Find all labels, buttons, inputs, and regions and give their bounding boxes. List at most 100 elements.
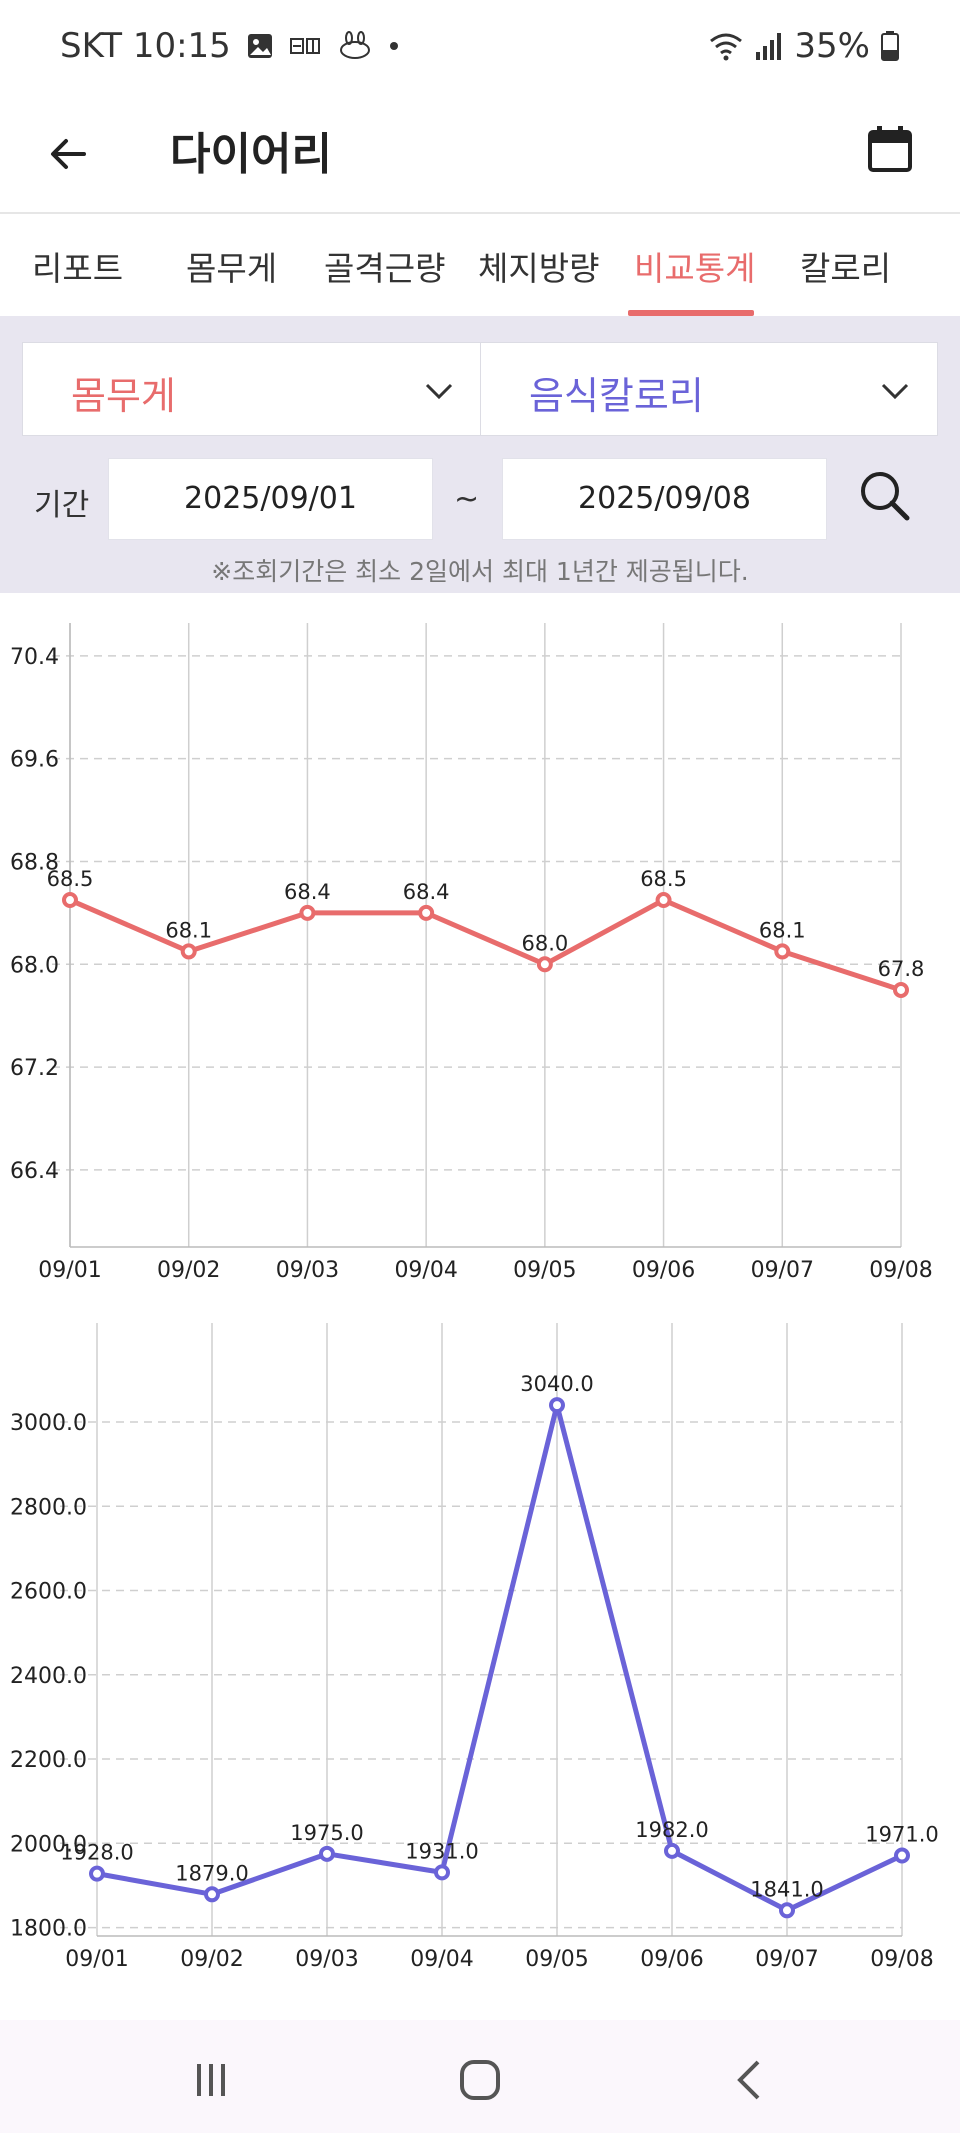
tab-compare-stats[interactable]: 비교통계 [634,249,756,288]
period-label: 기간 [34,488,90,523]
series-line [96,1402,904,1913]
x-tick-label: 09/07 [751,1258,814,1283]
y-tick-label: 67.2 [10,1056,59,1081]
tab-calorie[interactable]: 칼로리 [800,249,892,288]
data-label: 68.5 [640,867,687,891]
status-right: 35% [708,26,900,66]
data-point [204,1886,220,1903]
y-tick-label: 2800.0 [10,1495,87,1520]
x-tick-label: 09/05 [525,1947,588,1972]
back-icon[interactable] [720,2050,780,2110]
carrier-time: SKT 10:15 [60,26,231,66]
x-tick-label: 09/02 [157,1258,220,1283]
data-label: 1928.0 [60,1841,133,1865]
metric-select-left[interactable]: 몸무게 [22,342,482,436]
rabbit-icon [339,31,370,59]
page-title: 다이어리 [170,129,332,180]
status-bar: SKT 10:15 [0,0,960,96]
battery-icon [881,31,899,61]
y-tick-label: 2200.0 [10,1748,87,1773]
y-tick-label: 70.4 [10,645,59,670]
calorie-line-chart: 3000.0 2800.0 2600.0 2400.0 2200.0 2000.0 1800… [10,1323,939,1972]
date-separator: ~ [454,482,480,517]
data-label: 67.8 [878,957,925,981]
data-label: 68.1 [165,918,212,942]
x-tick-label: 09/02 [180,1947,243,1972]
data-label: 1971.0 [865,1823,938,1847]
data-point [774,943,791,960]
system-nav-bar [0,2020,960,2133]
x-tick-label: 09/03 [295,1947,358,1972]
filter-panel: 몸무게 음식칼로리 기간 2025/09/01 ~ 2025/09/08 ※조회… [0,316,960,593]
data-label: 1841.0 [750,1877,823,1901]
data-point [319,1845,335,1862]
tab-report[interactable]: 리포트 [32,249,124,288]
wifi-icon [710,33,743,61]
y-tick-label: 3000.0 [10,1411,87,1436]
x-tick-label: 09/06 [640,1947,703,1972]
data-label: 1931.0 [405,1839,478,1863]
x-tick-label: 09/01 [38,1258,101,1283]
hanja-icon [289,38,320,54]
image-icon [247,34,272,58]
data-label: 3040.0 [520,1372,593,1396]
x-tick-label: 09/01 [65,1947,128,1972]
data-point [779,1902,795,1919]
tab-bar: 리포트 몸무게 골격근량 체지방량 비교통계 칼로리 [0,214,960,316]
x-tick-label: 09/08 [870,1947,933,1972]
y-tick-label: 68.8 [10,850,59,875]
end-date-field[interactable]: 2025/09/08 [502,458,827,540]
y-tick-label: 69.6 [10,748,59,773]
data-point [434,1864,450,1881]
data-label: 68.1 [759,918,806,942]
data-point [893,981,909,998]
x-tick-label: 09/04 [394,1258,457,1283]
data-point [894,1847,910,1864]
y-tick-label: 2000.0 [10,1832,87,1857]
data-label: 68.5 [47,867,94,891]
data-point [89,1865,105,1882]
metric-right-value: 음식칼로리 [529,374,704,418]
search-icon[interactable] [855,466,915,526]
y-tick-label: 2600.0 [10,1580,87,1605]
data-point [536,956,553,973]
period-notice: ※조회기간은 최소 2일에서 최대 1년간 제공됩니다. [211,557,749,586]
tab-skeletal-muscle[interactable]: 골격근량 [324,249,446,288]
data-label: 1975.0 [290,1821,363,1845]
data-point [180,943,197,960]
y-tick-label: 2400.0 [10,1664,87,1689]
calendar-icon[interactable] [858,118,922,182]
tab-weight[interactable]: 몸무게 [186,249,278,288]
status-left: SKT 10:15 [60,26,401,66]
x-tick-label: 09/05 [513,1258,576,1283]
active-tab-indicator [628,310,754,316]
data-label: 68.0 [521,931,568,955]
recent-apps-icon[interactable] [181,2050,241,2110]
x-tick-label: 09/08 [869,1258,932,1283]
chevron-down-icon [881,383,909,400]
data-label: 68.4 [403,880,450,904]
x-tick-label: 09/06 [632,1258,695,1283]
data-point [299,904,316,921]
series-line [69,897,902,993]
data-point [62,892,78,909]
x-tick-label: 09/07 [755,1947,818,1972]
chevron-down-icon [425,383,453,400]
arrow-left-icon[interactable] [40,124,100,184]
metric-left-value: 몸무게 [71,374,176,418]
data-point [418,904,435,921]
dot-icon [389,42,398,50]
data-label: 68.4 [284,880,331,904]
start-date-field[interactable]: 2025/09/01 [108,458,433,540]
x-tick-label: 09/04 [410,1947,473,1972]
data-point [549,1397,565,1414]
signal-icon [756,33,782,60]
y-tick-label: 66.4 [10,1159,59,1184]
home-icon[interactable] [450,2050,510,2110]
battery-percent: 35% [794,26,870,66]
tab-body-fat[interactable]: 체지방량 [478,249,600,288]
metric-select-right[interactable]: 음식칼로리 [480,342,938,436]
data-point [655,892,672,909]
weight-line-chart: 70.4 69.6 68.8 68.0 67.2 66.4 09/01 09/02 09/03 0… [10,623,933,1283]
app-header: 다이어리 [0,96,960,214]
